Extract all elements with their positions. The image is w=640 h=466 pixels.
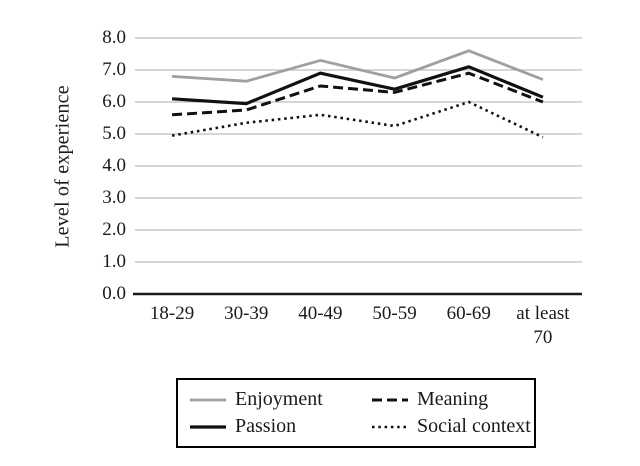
legend-item-meaning: Meaning	[372, 388, 531, 411]
x-tick-label: 60-69	[446, 303, 491, 324]
legend-item-passion: Passion	[190, 415, 348, 438]
y-tick-label: 7.0	[102, 59, 126, 80]
legend-item-enjoyment: Enjoyment	[190, 388, 348, 411]
series-line-passion	[171, 65, 544, 106]
passion-line-swatch-icon	[190, 423, 226, 431]
y-tick-label: 6.0	[102, 91, 126, 112]
legend-label-enjoyment: Enjoyment	[235, 388, 323, 410]
social-context-line-swatch-icon	[372, 423, 408, 431]
series-line-social-context	[171, 100, 544, 139]
enjoyment-line-swatch-icon	[190, 396, 226, 404]
x-tick-label: at least 70	[516, 303, 570, 348]
y-tick-label: 4.0	[102, 155, 126, 176]
meaning-line-swatch-icon	[372, 396, 408, 404]
y-tick-label: 1.0	[102, 251, 126, 272]
series-line-enjoyment	[172, 49, 544, 83]
y-tick-label: 5.0	[102, 123, 126, 144]
y-tick-label: 3.0	[102, 187, 126, 208]
x-tick-label: 30-39	[224, 303, 269, 324]
y-tick-label: 0.0	[102, 283, 126, 304]
y-tick-label: 2.0	[102, 219, 126, 240]
legend: Enjoyment Meaning Passion Social context	[176, 378, 536, 448]
y-axis-title: Level of experience	[51, 85, 74, 248]
legend-item-social-context: Social context	[372, 415, 531, 438]
series-line-meaning	[172, 71, 544, 117]
legend-label-passion: Passion	[235, 415, 297, 437]
x-tick-label: 40-49	[298, 303, 343, 324]
legend-label-meaning: Meaning	[417, 388, 489, 410]
y-tick-label: 8.0	[102, 27, 126, 48]
legend-label-social-context: Social context	[417, 415, 531, 437]
x-tick-label: 18-29	[149, 303, 195, 324]
x-tick-label: 50-59	[372, 303, 417, 324]
